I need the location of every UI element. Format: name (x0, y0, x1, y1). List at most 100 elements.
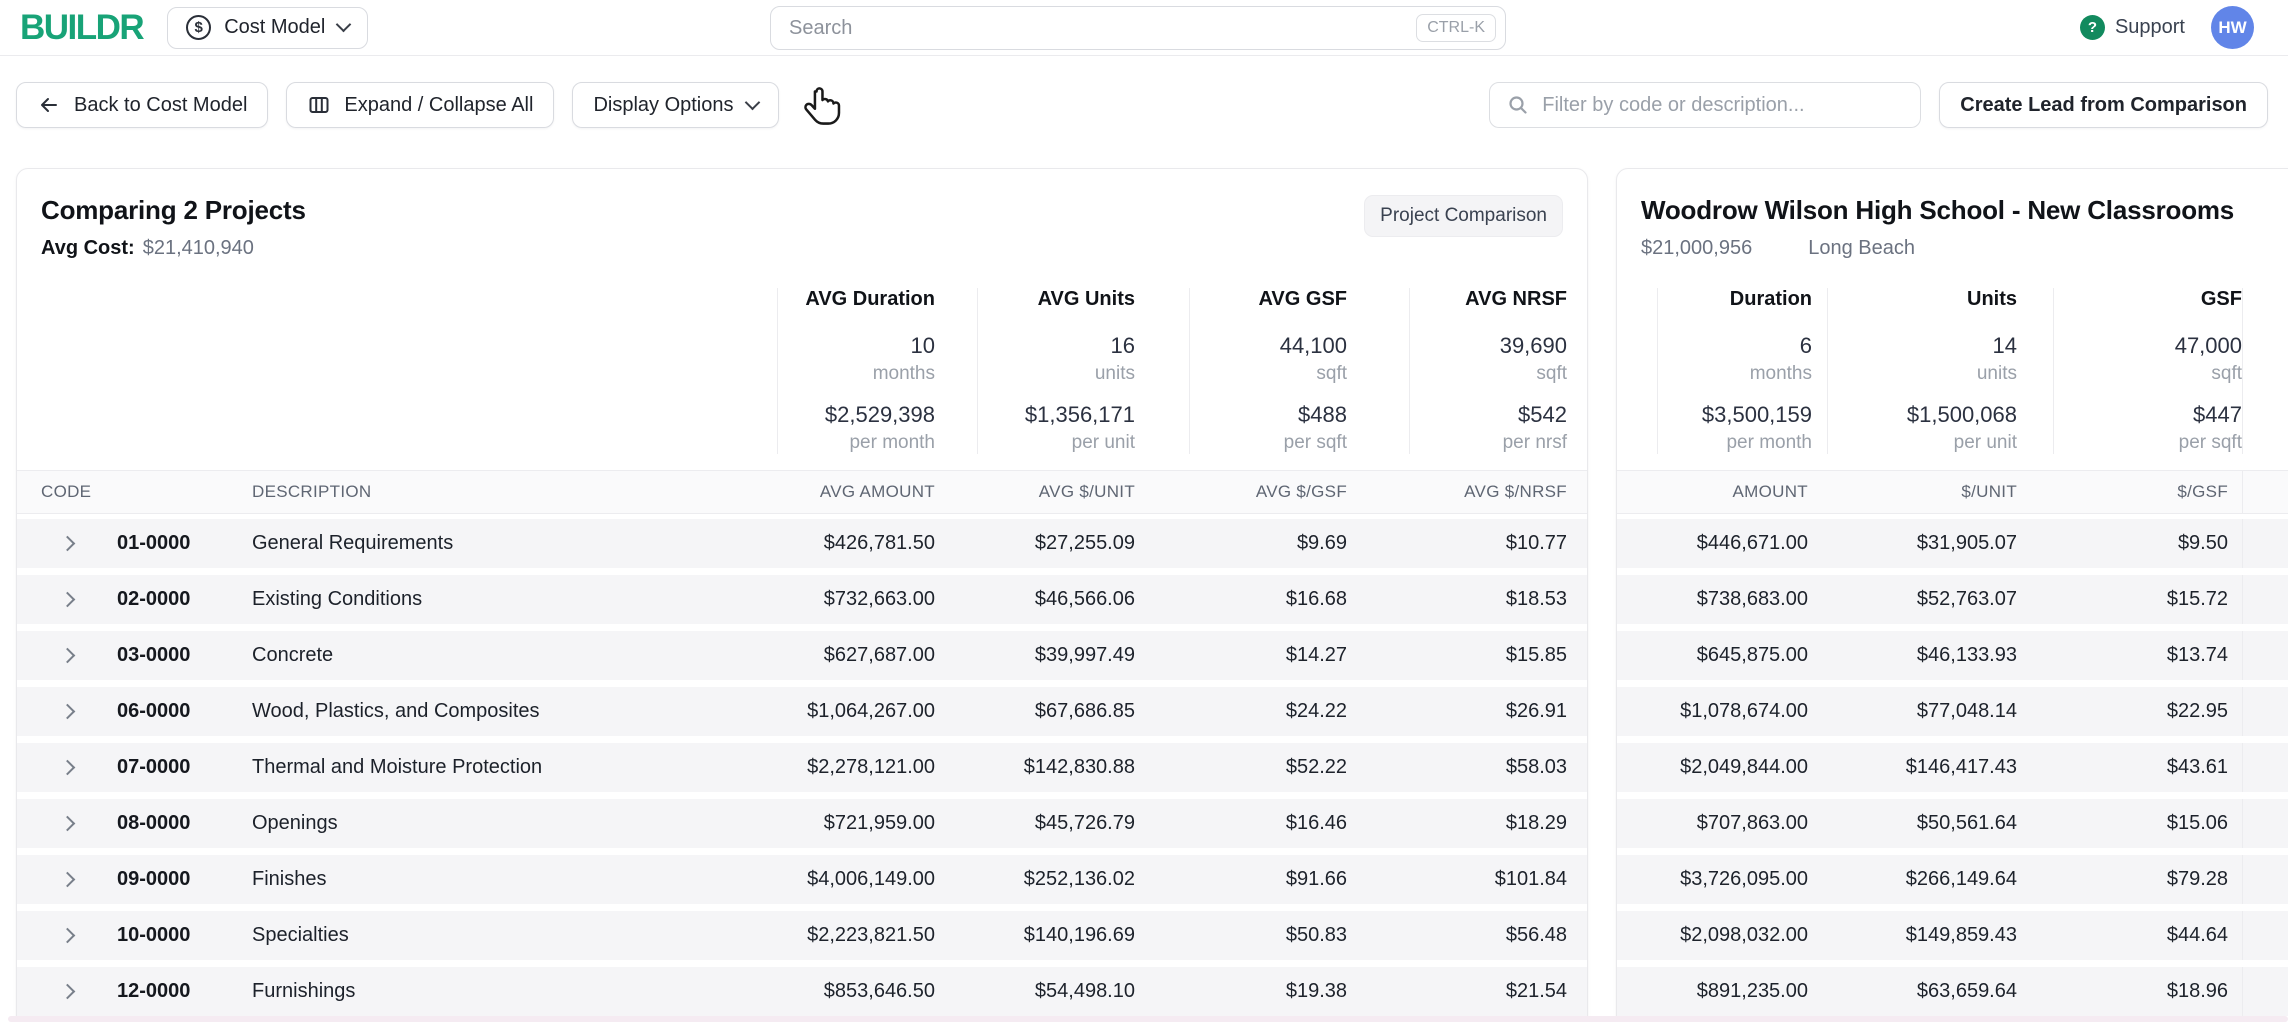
table-row[interactable]: 06-0000 Wood, Plastics, and Composites $… (17, 687, 1587, 736)
row-per-gsf: $13.74 (2166, 644, 2228, 666)
table-row[interactable]: 10-0000 Specialties $2,223,821.50 $140,1… (17, 911, 1587, 960)
table-row[interactable]: $1,078,674.00 $77,048.14 $22.95 (1617, 687, 2288, 736)
expand-collapse-label: Expand / Collapse All (344, 93, 534, 116)
back-to-cost-model-button[interactable]: Back to Cost Model (16, 82, 269, 128)
support-label: Support (2114, 16, 2185, 38)
expand-row-toggle[interactable] (17, 799, 117, 848)
table-row[interactable]: $707,863.00 $50,561.64 $15.06 (1617, 799, 2288, 848)
expand-collapse-all-button[interactable]: Expand / Collapse All (286, 82, 555, 128)
table-row[interactable]: 12-0000 Furnishings $853,646.50 $54,498.… (17, 967, 1587, 1016)
stat-value: 47,000 (2174, 333, 2242, 358)
clipped-column-cell (2242, 799, 2288, 848)
search-icon (1509, 96, 1527, 114)
chevron-down-icon (336, 16, 352, 33)
chevron-right-icon (59, 815, 75, 832)
table-row[interactable]: 03-0000 Concrete $627,687.00 $39,997.49 … (17, 631, 1587, 680)
support-link[interactable]: ? Support (2079, 15, 2185, 40)
expand-row-toggle[interactable] (17, 967, 117, 1016)
stat-rate: $1,500,068 (1906, 402, 2017, 427)
stat-unit: months (872, 363, 935, 384)
row-avg-per-gsf: $24.22 (1285, 700, 1347, 722)
column-header-avg-per-nrsf: AVG $/NRSF (1464, 482, 1567, 501)
table-row[interactable]: 01-0000 General Requirements $426,781.50… (17, 519, 1587, 568)
row-avg-amount: $426,781.50 (823, 532, 935, 554)
row-amount: $446,671.00 (1696, 532, 1808, 554)
row-avg-amount: $2,278,121.00 (807, 756, 935, 778)
row-per-unit: $31,905.07 (1916, 532, 2017, 554)
row-avg-amount: $732,663.00 (823, 588, 935, 610)
row-avg-per-unit: $39,997.49 (1034, 644, 1135, 666)
stat-rate: $1,356,171 (1024, 402, 1135, 427)
buildr-logo: BUILDR (20, 7, 145, 47)
filter-input[interactable] (1542, 93, 1905, 117)
expand-row-toggle[interactable] (17, 575, 117, 624)
clipped-column-cell (2242, 911, 2288, 960)
create-lead-button[interactable]: Create Lead from Comparison (1939, 82, 2268, 128)
row-code: 06-0000 (117, 700, 191, 722)
table-row[interactable]: $891,235.00 $63,659.64 $18.96 (1617, 967, 2288, 1016)
search-input[interactable] (789, 16, 1417, 40)
filter-field[interactable] (1489, 82, 1922, 128)
row-avg-amount: $853,646.50 (823, 980, 935, 1002)
row-avg-amount: $627,687.00 (823, 644, 935, 666)
stat-label: Duration (1729, 288, 1812, 310)
expand-row-toggle[interactable] (17, 855, 117, 904)
row-description: General Requirements (252, 532, 454, 554)
avg-cost-line: Avg Cost: $21,410,940 (41, 237, 306, 260)
expand-row-toggle[interactable] (17, 911, 117, 960)
expand-row-toggle[interactable] (17, 743, 117, 792)
expand-row-toggle[interactable] (17, 519, 117, 568)
row-code: 03-0000 (117, 644, 191, 666)
row-avg-per-nrsf: $101.84 (1494, 868, 1567, 890)
user-avatar[interactable]: HW (2211, 6, 2254, 49)
table-row[interactable]: $738,683.00 $52,763.07 $15.72 (1617, 575, 2288, 624)
left-table-header: CODE DESCRIPTION AVG AMOUNT AVG $/UNIT A… (17, 470, 1587, 514)
global-search[interactable]: CTRL-K (770, 6, 1506, 50)
row-avg-per-unit: $140,196.69 (1023, 924, 1135, 946)
stat-rate-unit: per month (1726, 432, 1812, 453)
table-row[interactable]: $3,726,095.00 $266,149.64 $79.28 (1617, 855, 2288, 904)
table-row[interactable]: 09-0000 Finishes $4,006,149.00 $252,136.… (17, 855, 1587, 904)
row-description: Finishes (252, 868, 327, 890)
stat-value: 44,100 (1279, 333, 1347, 358)
table-row[interactable]: 07-0000 Thermal and Moisture Protection … (17, 743, 1587, 792)
cost-model-menu-button[interactable]: $ Cost Model (167, 6, 369, 49)
row-avg-per-nrsf: $21.54 (1505, 980, 1567, 1002)
row-amount: $738,683.00 (1696, 588, 1808, 610)
clipped-column-cell (2242, 575, 2288, 624)
stat-value: 39,690 (1499, 333, 1567, 358)
row-description: Specialties (252, 924, 349, 946)
stat-rate: $3,500,159 (1701, 402, 1812, 427)
comparison-summary-panel: Comparing 2 Projects Avg Cost: $21,410,9… (16, 168, 1588, 1022)
clipped-column-header (2242, 471, 2288, 513)
table-row[interactable]: $645,875.00 $46,133.93 $13.74 (1617, 631, 2288, 680)
table-row[interactable]: $2,098,032.00 $149,859.43 $44.64 (1617, 911, 2288, 960)
stat-rate: $447 (2193, 402, 2242, 427)
column-header-avg-amount: AVG AMOUNT (819, 482, 935, 501)
arrow-left-icon (41, 98, 57, 112)
row-avg-per-unit: $142,830.88 (1023, 756, 1135, 778)
table-row[interactable]: 08-0000 Openings $721,959.00 $45,726.79 … (17, 799, 1587, 848)
right-panel-header: Woodrow Wilson High School - New Classro… (1617, 169, 2288, 260)
row-description: Thermal and Moisture Protection (252, 756, 543, 778)
table-row[interactable]: 02-0000 Existing Conditions $732,663.00 … (17, 575, 1587, 624)
clipped-column-cell (2242, 855, 2288, 904)
stat-column: Units 14 units $1,500,068 per unit (1812, 288, 2017, 454)
table-row[interactable]: $2,049,844.00 $146,417.43 $43.61 (1617, 743, 2288, 792)
stat-column: AVG Duration 10 months $2,529,398 per mo… (685, 288, 935, 454)
expand-row-toggle[interactable] (17, 631, 117, 680)
question-circle-icon: ? (2079, 15, 2105, 40)
stat-rate-unit: per month (849, 432, 935, 453)
column-header-avg-per-unit: AVG $/UNIT (1038, 482, 1135, 501)
expand-row-toggle[interactable] (17, 687, 117, 736)
row-per-gsf: $18.96 (2166, 980, 2228, 1002)
row-per-gsf: $43.61 (2166, 756, 2228, 778)
table-row[interactable]: $446,671.00 $31,905.07 $9.50 (1617, 519, 2288, 568)
stat-value: 14 (1992, 333, 2017, 358)
horizontal-scrollbar[interactable] (8, 1016, 2288, 1022)
stat-value: 16 (1110, 333, 1135, 358)
display-options-button[interactable]: Display Options (572, 82, 779, 128)
stat-unit: sqft (2211, 363, 2242, 384)
stat-rate-unit: per unit (1953, 432, 2017, 453)
row-avg-per-gsf: $19.38 (1285, 980, 1347, 1002)
